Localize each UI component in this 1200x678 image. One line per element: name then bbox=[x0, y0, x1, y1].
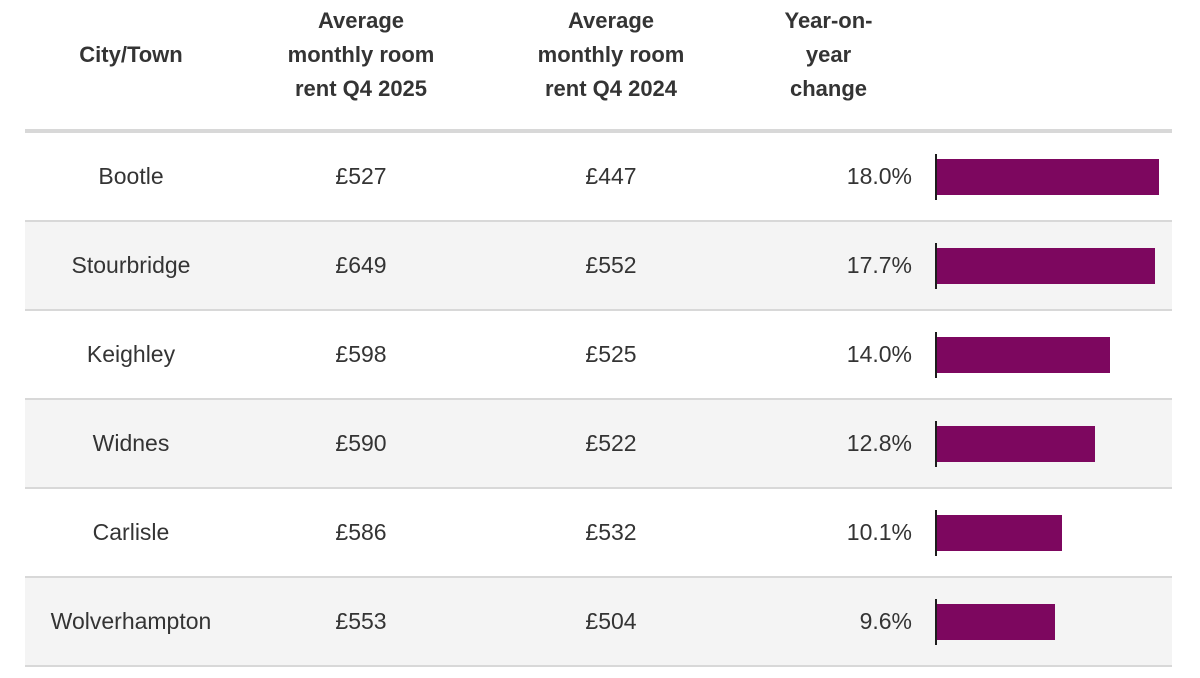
rent-table: City/Town Average monthly room rent Q4 2… bbox=[25, 0, 1172, 667]
bar-axis-line bbox=[935, 598, 937, 645]
city-cell: Stourbridge bbox=[71, 252, 191, 278]
bar-cell bbox=[920, 489, 1172, 576]
bar-cell bbox=[920, 311, 1172, 398]
bar-axis-line bbox=[935, 420, 937, 467]
table-row: Bootle £527 £447 18.0% bbox=[25, 131, 1172, 220]
rent-2025-cell: £590 bbox=[335, 430, 387, 456]
header-bar-column bbox=[920, 4, 1172, 129]
yoy-change-bar bbox=[937, 158, 1159, 195]
yoy-change-cell: 17.7% bbox=[846, 252, 912, 278]
table-row: Stourbridge £649 £552 17.7% bbox=[25, 220, 1172, 309]
yoy-change-bar bbox=[937, 425, 1095, 462]
rent-2025-cell: £649 bbox=[335, 252, 387, 278]
header-rent-q4-2025: Average monthly room rent Q4 2025 bbox=[237, 4, 485, 129]
bar-cell bbox=[920, 133, 1172, 220]
table-row: Carlisle £586 £532 10.1% bbox=[25, 487, 1172, 576]
bar-axis-line bbox=[935, 509, 937, 556]
bar-cell bbox=[920, 222, 1172, 309]
yoy-change-bar bbox=[937, 514, 1062, 551]
table-row: Wolverhampton £553 £504 9.6% bbox=[25, 576, 1172, 667]
yoy-change-cell: 12.8% bbox=[846, 430, 912, 456]
city-cell: Widnes bbox=[92, 430, 170, 456]
city-cell: Carlisle bbox=[92, 519, 170, 545]
bar-axis-line bbox=[935, 242, 937, 289]
yoy-change-cell: 14.0% bbox=[846, 341, 912, 367]
header-city-town-label: City/Town bbox=[79, 42, 183, 67]
rent-2024-cell: £447 bbox=[585, 163, 637, 189]
city-cell: Bootle bbox=[98, 163, 164, 189]
rent-2024-cell: £525 bbox=[585, 341, 637, 367]
yoy-change-cell: 10.1% bbox=[846, 519, 912, 545]
table-row: Keighley £598 £525 14.0% bbox=[25, 309, 1172, 398]
bar-axis-line bbox=[935, 153, 937, 200]
header-rent-q4-2024: Average monthly room rent Q4 2024 bbox=[485, 4, 737, 129]
rent-2024-cell: £532 bbox=[585, 519, 637, 545]
table-row: Widnes £590 £522 12.8% bbox=[25, 398, 1172, 487]
city-cell: Wolverhampton bbox=[50, 608, 212, 634]
rent-2024-cell: £504 bbox=[585, 608, 637, 634]
yoy-change-bar bbox=[937, 603, 1055, 640]
bar-cell bbox=[920, 400, 1172, 487]
header-rent-q4-2024-label: Average monthly room rent Q4 2024 bbox=[537, 8, 685, 101]
rent-2025-cell: £527 bbox=[335, 163, 387, 189]
header-yoy-change: Year-on-year change bbox=[737, 4, 920, 129]
bar-cell bbox=[920, 578, 1172, 665]
city-cell: Keighley bbox=[86, 341, 176, 367]
header-yoy-change-label: Year-on-year change bbox=[784, 8, 873, 101]
rent-2024-cell: £552 bbox=[585, 252, 637, 278]
rent-2024-cell: £522 bbox=[585, 430, 637, 456]
bar-axis-line bbox=[935, 331, 937, 378]
header-city-town: City/Town bbox=[25, 4, 237, 129]
header-rent-q4-2025-label: Average monthly room rent Q4 2025 bbox=[287, 8, 435, 101]
yoy-change-bar bbox=[937, 247, 1155, 284]
rent-2025-cell: £598 bbox=[335, 341, 387, 367]
yoy-change-bar bbox=[937, 336, 1110, 373]
rent-2025-cell: £553 bbox=[335, 608, 387, 634]
yoy-change-cell: 18.0% bbox=[846, 163, 912, 189]
rent-2025-cell: £586 bbox=[335, 519, 387, 545]
yoy-change-cell: 9.6% bbox=[859, 608, 912, 634]
table-header-row: City/Town Average monthly room rent Q4 2… bbox=[25, 0, 1172, 131]
